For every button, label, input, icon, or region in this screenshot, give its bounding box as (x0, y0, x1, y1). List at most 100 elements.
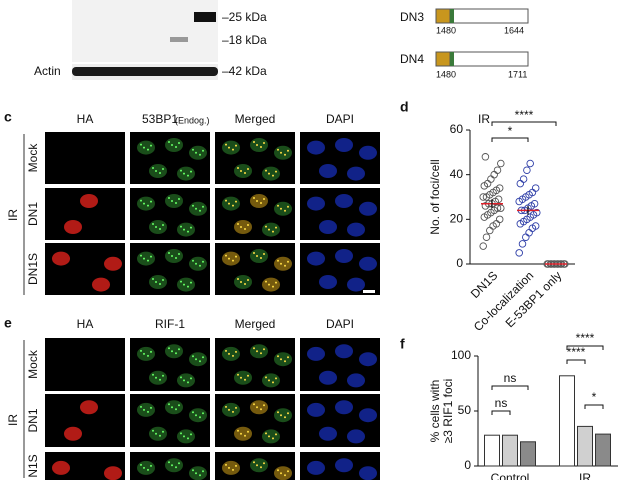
focus (244, 172, 246, 174)
focus (180, 225, 182, 228)
y-tick-label: 100 (451, 348, 471, 362)
nucleus (80, 400, 98, 415)
residue: 1480 (436, 25, 456, 35)
focus (199, 360, 201, 363)
focus (232, 468, 234, 471)
nucleus (307, 140, 325, 155)
focus (247, 168, 249, 170)
nucleus (64, 426, 82, 441)
nucleus (137, 196, 155, 211)
row-label: Mock (26, 349, 40, 379)
panel-label: e (4, 315, 12, 331)
nucleus (189, 352, 207, 367)
blot-band (72, 67, 218, 76)
construct-name: DN3 (400, 10, 424, 24)
micrograph (45, 338, 125, 391)
focus (162, 279, 164, 281)
point (497, 204, 505, 212)
x-tick-label: Control (491, 471, 530, 480)
nucleus (359, 145, 377, 160)
focus (265, 169, 267, 172)
focus (178, 198, 180, 200)
significance-bracket (584, 404, 604, 409)
focus (140, 143, 142, 146)
nucleus (189, 408, 207, 423)
nucleus (335, 194, 353, 208)
focus (155, 432, 157, 435)
focus (287, 149, 289, 152)
point (497, 159, 505, 168)
focus (235, 464, 237, 467)
focus (287, 205, 289, 208)
nucleus (250, 194, 268, 208)
focus (152, 223, 154, 225)
residue: 1480 (436, 69, 456, 79)
focus (287, 260, 289, 263)
focus (143, 352, 145, 355)
focus (280, 262, 282, 265)
nucleus (250, 249, 268, 263)
row-label: Mock (26, 143, 40, 173)
nucleus (307, 402, 325, 417)
nucleus (234, 426, 252, 441)
point (494, 195, 503, 203)
nucleus (347, 429, 365, 444)
focus (187, 174, 189, 177)
focus (147, 148, 149, 151)
focus (268, 172, 270, 175)
nucleus (359, 408, 377, 423)
focus (152, 429, 154, 432)
focus (263, 404, 265, 407)
point (533, 208, 541, 217)
point (525, 228, 533, 237)
scale-bar (363, 290, 375, 293)
nucleus (274, 145, 292, 160)
nucleus (222, 346, 240, 361)
nucleus (165, 249, 183, 263)
focus (265, 376, 267, 379)
nucleus (137, 402, 155, 417)
focus (183, 172, 185, 175)
focus (155, 226, 157, 228)
focus (277, 355, 279, 358)
focus (152, 373, 154, 376)
focus (178, 462, 180, 465)
focus (180, 280, 182, 283)
focus (168, 461, 170, 464)
focus (256, 144, 258, 146)
nucleus (319, 275, 337, 289)
nucleus (347, 166, 365, 181)
nucleus (177, 429, 195, 444)
focus (168, 197, 170, 199)
column-header: DAPI (326, 317, 354, 331)
nucleus (189, 256, 207, 271)
nucleus (149, 220, 167, 234)
point (481, 153, 490, 161)
nucleus (347, 373, 365, 388)
nucleus (92, 277, 110, 292)
nucleus (307, 251, 325, 266)
focus (240, 432, 242, 435)
construct-name: DN4 (400, 52, 424, 66)
focus (260, 202, 262, 204)
focus (152, 167, 154, 169)
focus (192, 259, 194, 262)
focus (143, 466, 145, 469)
focus (190, 281, 192, 284)
focus (168, 347, 170, 350)
focus (268, 228, 270, 231)
point (479, 193, 487, 201)
nucleus (335, 400, 353, 415)
nucleus (359, 466, 377, 480)
focus (237, 429, 239, 432)
focus (155, 281, 157, 283)
focus (175, 146, 177, 148)
y-axis-label: No. of foci/cell (428, 159, 442, 234)
nucleus (165, 194, 183, 208)
focus (280, 472, 282, 475)
chart-title: IR (478, 112, 490, 126)
row-label: DN1 (26, 202, 40, 226)
point (530, 199, 539, 208)
focus (162, 168, 164, 170)
focus (247, 374, 249, 377)
